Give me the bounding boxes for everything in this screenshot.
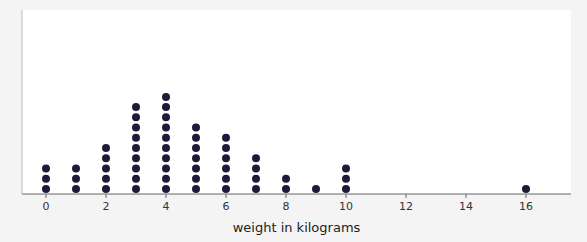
dot: [132, 185, 140, 193]
x-axis-label: weight in kilograms: [233, 220, 361, 235]
dot: [162, 185, 170, 193]
dot: [102, 175, 110, 183]
dot: [132, 113, 140, 121]
x-tick: [106, 194, 107, 198]
dot: [342, 185, 350, 193]
dot: [132, 103, 140, 111]
dot: [312, 185, 320, 193]
dot: [72, 185, 80, 193]
x-tick: [166, 194, 167, 198]
dot: [522, 185, 530, 193]
dot: [42, 185, 50, 193]
dot: [132, 154, 140, 162]
x-tick-label: 12: [399, 200, 413, 213]
dot: [192, 154, 200, 162]
dot: [192, 134, 200, 142]
dot: [132, 175, 140, 183]
dot: [222, 185, 230, 193]
dot: [102, 154, 110, 162]
chart-svg: 0 2 4 6 8 10 12 14 16 weight in kilograms: [0, 0, 587, 242]
dot: [132, 144, 140, 152]
dot: [102, 164, 110, 172]
dot: [42, 164, 50, 172]
dot: [162, 124, 170, 132]
dot: [72, 164, 80, 172]
x-tick-label: 14: [459, 200, 473, 213]
x-tick: [346, 194, 347, 198]
x-tick: [46, 194, 47, 198]
dot: [222, 134, 230, 142]
dot: [72, 175, 80, 183]
dot: [162, 134, 170, 142]
dot: [342, 175, 350, 183]
x-tick: [226, 194, 227, 198]
dot: [162, 103, 170, 111]
x-tick-label: 8: [283, 200, 290, 213]
x-tick-label: 6: [223, 200, 230, 213]
dot: [282, 175, 290, 183]
dot: [192, 175, 200, 183]
dot: [162, 144, 170, 152]
dot: [222, 175, 230, 183]
dot: [342, 164, 350, 172]
x-tick-label: 4: [163, 200, 170, 213]
chart-container: 0 2 4 6 8 10 12 14 16 weight in kilograms: [0, 0, 587, 242]
dot: [222, 144, 230, 152]
x-axis-line: [22, 194, 571, 195]
dot: [252, 164, 260, 172]
dot: [102, 185, 110, 193]
dots: [42, 93, 530, 193]
dot: [282, 185, 290, 193]
dot: [162, 175, 170, 183]
dot: [252, 175, 260, 183]
plot-background: [22, 10, 571, 194]
x-tick: [526, 194, 527, 198]
dot: [132, 124, 140, 132]
dot: [222, 164, 230, 172]
dot: [162, 154, 170, 162]
dot: [192, 164, 200, 172]
dot: [42, 175, 50, 183]
dot: [102, 144, 110, 152]
x-tick: [406, 194, 407, 198]
dot: [222, 154, 230, 162]
dot: [192, 124, 200, 132]
dot: [162, 93, 170, 101]
x-tick: [286, 194, 287, 198]
y-axis-line: [22, 10, 23, 194]
dot: [192, 185, 200, 193]
dot: [132, 164, 140, 172]
dot: [162, 164, 170, 172]
dot: [132, 134, 140, 142]
x-tick-label: 0: [43, 200, 50, 213]
dot: [162, 113, 170, 121]
dot: [252, 185, 260, 193]
x-tick-label: 10: [339, 200, 353, 213]
dot: [192, 144, 200, 152]
x-tick: [466, 194, 467, 198]
dot: [252, 154, 260, 162]
x-tick-label: 2: [103, 200, 110, 213]
x-tick-label: 16: [519, 200, 533, 213]
